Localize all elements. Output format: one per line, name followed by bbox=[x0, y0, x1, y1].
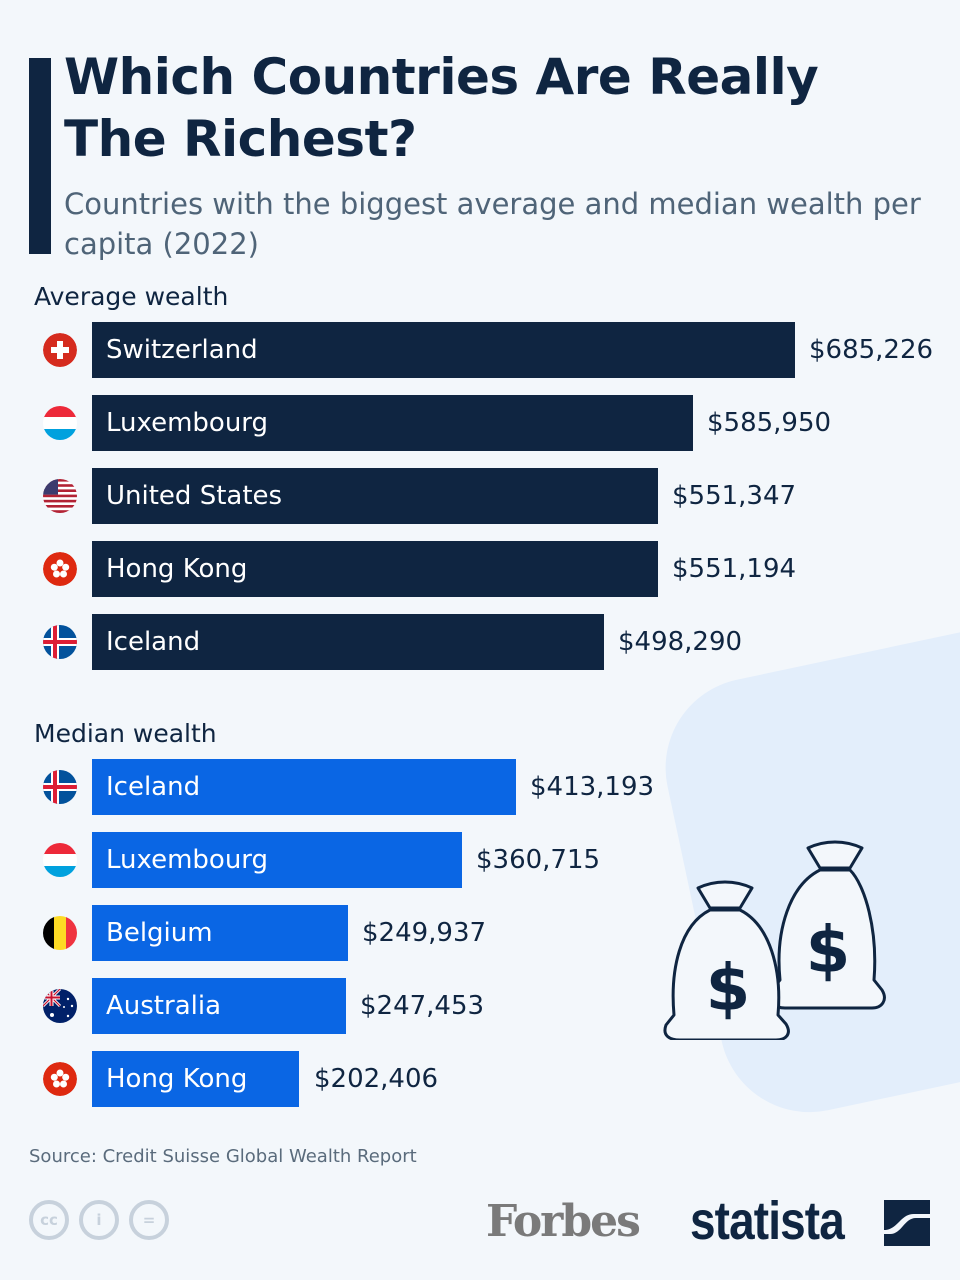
bar: United States bbox=[92, 468, 658, 524]
bar-value: $413,193 bbox=[530, 772, 655, 802]
flag-luxembourg-icon bbox=[43, 843, 77, 877]
section-label-average: Average wealth bbox=[34, 282, 229, 311]
cc-icon[interactable]: cc bbox=[29, 1200, 69, 1240]
flag-luxembourg-icon bbox=[43, 406, 77, 440]
statista-logo[interactable]: statista bbox=[690, 1191, 845, 1251]
bar-label: Luxembourg bbox=[106, 845, 269, 875]
bar-row: Iceland $413,193 bbox=[0, 759, 960, 815]
flag-hong-kong-icon bbox=[43, 1062, 77, 1096]
bar-value: $202,406 bbox=[314, 1064, 439, 1094]
flag-belgium-icon bbox=[43, 916, 77, 950]
bar-label: Australia bbox=[106, 991, 222, 1021]
flag-iceland-icon bbox=[43, 770, 77, 804]
page-subtitle: Countries with the biggest average and m… bbox=[64, 187, 921, 261]
flag-hong-kong-icon bbox=[43, 552, 77, 586]
bar-value: $249,937 bbox=[362, 918, 487, 948]
section-label-median: Median wealth bbox=[34, 719, 217, 748]
bar-label: Iceland bbox=[106, 627, 201, 657]
bar-row: Luxembourg $360,715 bbox=[0, 832, 960, 888]
bar-value: $551,194 bbox=[672, 554, 797, 584]
bar-row: Iceland $498,290 bbox=[0, 614, 960, 670]
bar-label: Luxembourg bbox=[106, 408, 269, 438]
bar-row: Australia $247,453 bbox=[0, 978, 960, 1034]
bar: Iceland bbox=[92, 759, 516, 815]
bar-value: $360,715 bbox=[476, 845, 601, 875]
bar-label: United States bbox=[106, 481, 283, 511]
license-icons: cc i = bbox=[29, 1200, 169, 1240]
flag-united-states-icon bbox=[43, 479, 77, 513]
bar-value: $551,347 bbox=[672, 481, 797, 511]
bar-row: Belgium $249,937 bbox=[0, 905, 960, 961]
bar-label: Iceland bbox=[106, 772, 201, 802]
page-title: Which Countries Are Really The Richest? bbox=[64, 48, 819, 168]
bar: Belgium bbox=[92, 905, 348, 961]
bar: Luxembourg bbox=[92, 832, 462, 888]
bar-row: Hong Kong $202,406 bbox=[0, 1051, 960, 1107]
bar: Hong Kong bbox=[92, 541, 658, 597]
flag-australia-icon bbox=[43, 989, 77, 1023]
flag-switzerland-icon bbox=[43, 333, 77, 367]
forbes-logo[interactable]: Forbes bbox=[486, 1196, 641, 1247]
bar-row: Switzerland $685,226 bbox=[0, 322, 960, 378]
bar-label: Hong Kong bbox=[106, 554, 248, 584]
statista-mark-icon bbox=[884, 1200, 930, 1246]
svg-text:$: $ bbox=[706, 952, 751, 1026]
bar: Australia bbox=[92, 978, 346, 1034]
bar: Luxembourg bbox=[92, 395, 693, 451]
bar-row: United States $551,347 bbox=[0, 468, 960, 524]
bar-label: Belgium bbox=[106, 918, 213, 948]
attribution-icon[interactable]: i bbox=[79, 1200, 119, 1240]
source-note: Source: Credit Suisse Global Wealth Repo… bbox=[29, 1146, 417, 1167]
bar: Iceland bbox=[92, 614, 604, 670]
flag-iceland-icon bbox=[43, 625, 77, 659]
money-bags-icon: $ $ bbox=[663, 840, 886, 1040]
bar-value: $685,226 bbox=[809, 335, 934, 365]
bar: Hong Kong bbox=[92, 1051, 299, 1107]
title-accent-bar bbox=[29, 58, 51, 254]
bar-row: Hong Kong $551,194 bbox=[0, 541, 960, 597]
bar-value: $585,950 bbox=[707, 408, 832, 438]
no-derivatives-icon[interactable]: = bbox=[129, 1200, 169, 1240]
bar-value: $247,453 bbox=[360, 991, 485, 1021]
bar-value: $498,290 bbox=[618, 627, 743, 657]
bar-label: Hong Kong bbox=[106, 1064, 248, 1094]
bar-row: Luxembourg $585,950 bbox=[0, 395, 960, 451]
svg-text:$: $ bbox=[806, 914, 851, 988]
bar-label: Switzerland bbox=[106, 335, 258, 365]
bar: Switzerland bbox=[92, 322, 795, 378]
